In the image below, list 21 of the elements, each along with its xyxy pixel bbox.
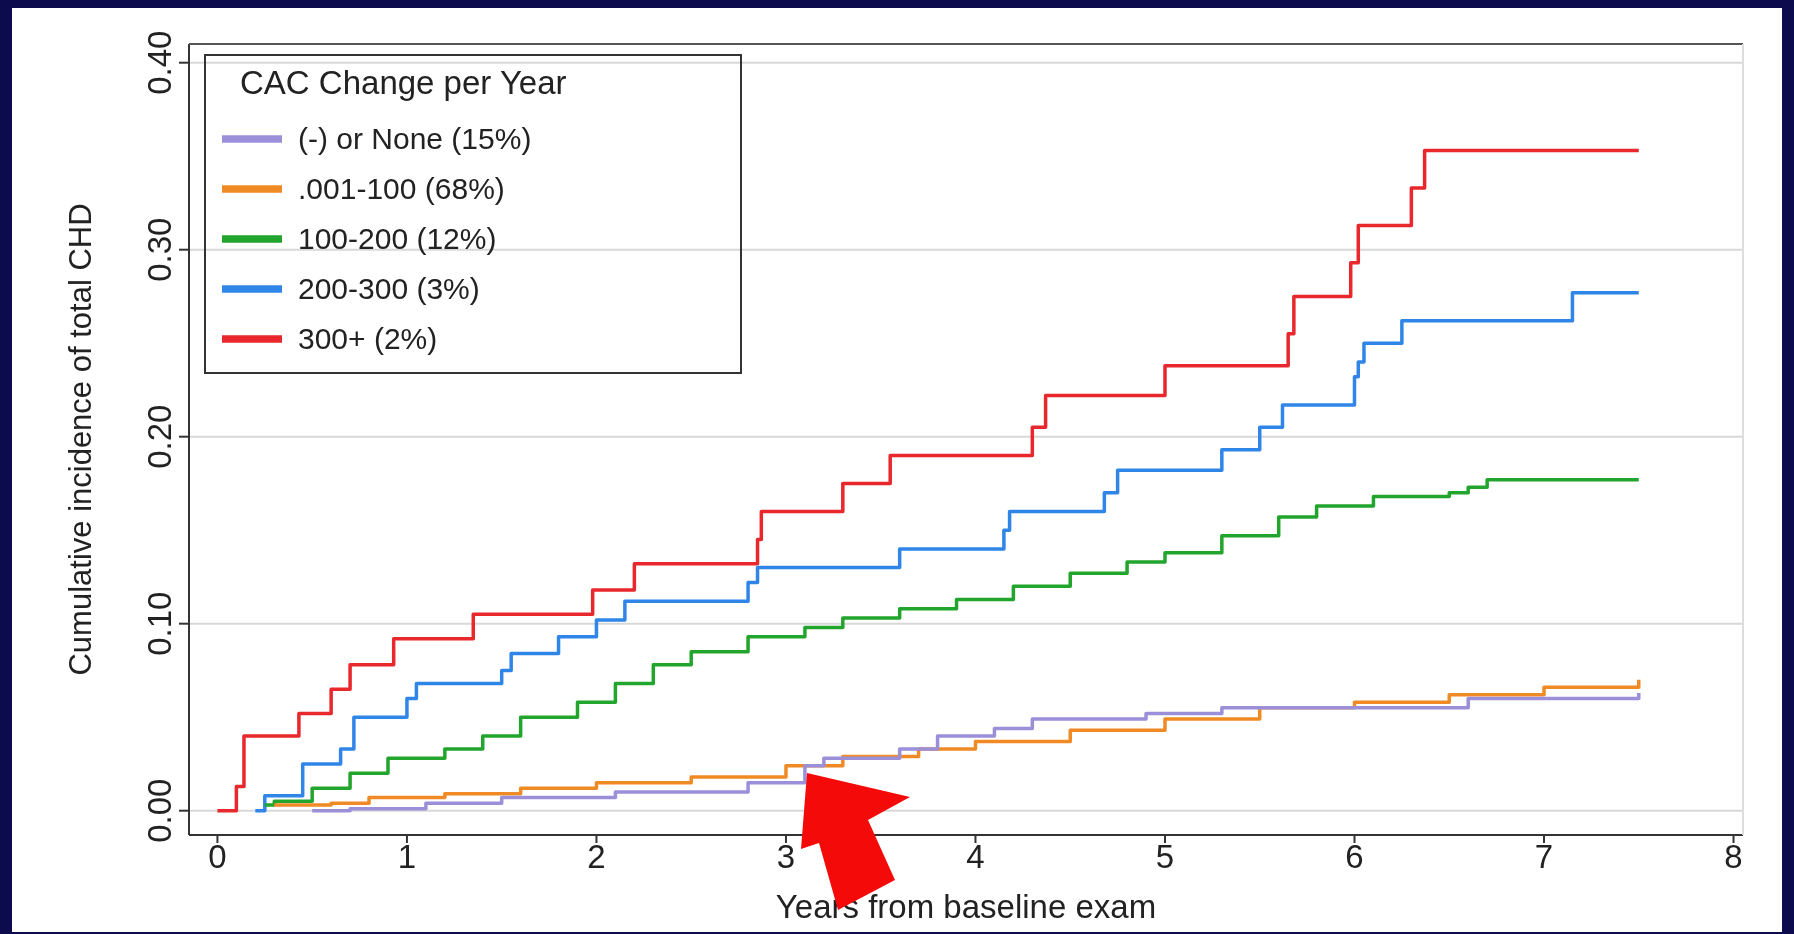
legend-label: 300+ (2%) (298, 322, 438, 355)
y-axis-title: Cumulative incidence of total CHD (63, 203, 99, 676)
y-tick-label: 0.40 (141, 30, 178, 95)
y-tick-label: 0.30 (141, 217, 178, 282)
legend-label: 200-300 (3%) (298, 272, 480, 305)
x-tick-label: 2 (587, 838, 606, 876)
y-tick-label: 0.10 (141, 591, 178, 656)
legend-label: (-) or None (15%) (298, 122, 532, 155)
x-tick-label: 6 (1345, 838, 1364, 876)
x-tick-label: 0 (208, 838, 227, 876)
x-tick-label: 8 (1724, 838, 1743, 876)
x-tick-label: 5 (1155, 838, 1175, 876)
legend-label: 100-200 (12%) (298, 222, 497, 255)
x-tick-label: 7 (1534, 838, 1554, 876)
x-tick-label: 3 (776, 838, 796, 876)
x-tick-label: 4 (966, 838, 985, 876)
legend-title: CAC Change per Year (240, 64, 567, 102)
x-tick-label: 1 (397, 838, 417, 876)
y-tick-label: 0.00 (141, 778, 178, 843)
legend-label: .001-100 (68%) (298, 172, 505, 205)
y-tick-label: 0.20 (141, 404, 178, 469)
